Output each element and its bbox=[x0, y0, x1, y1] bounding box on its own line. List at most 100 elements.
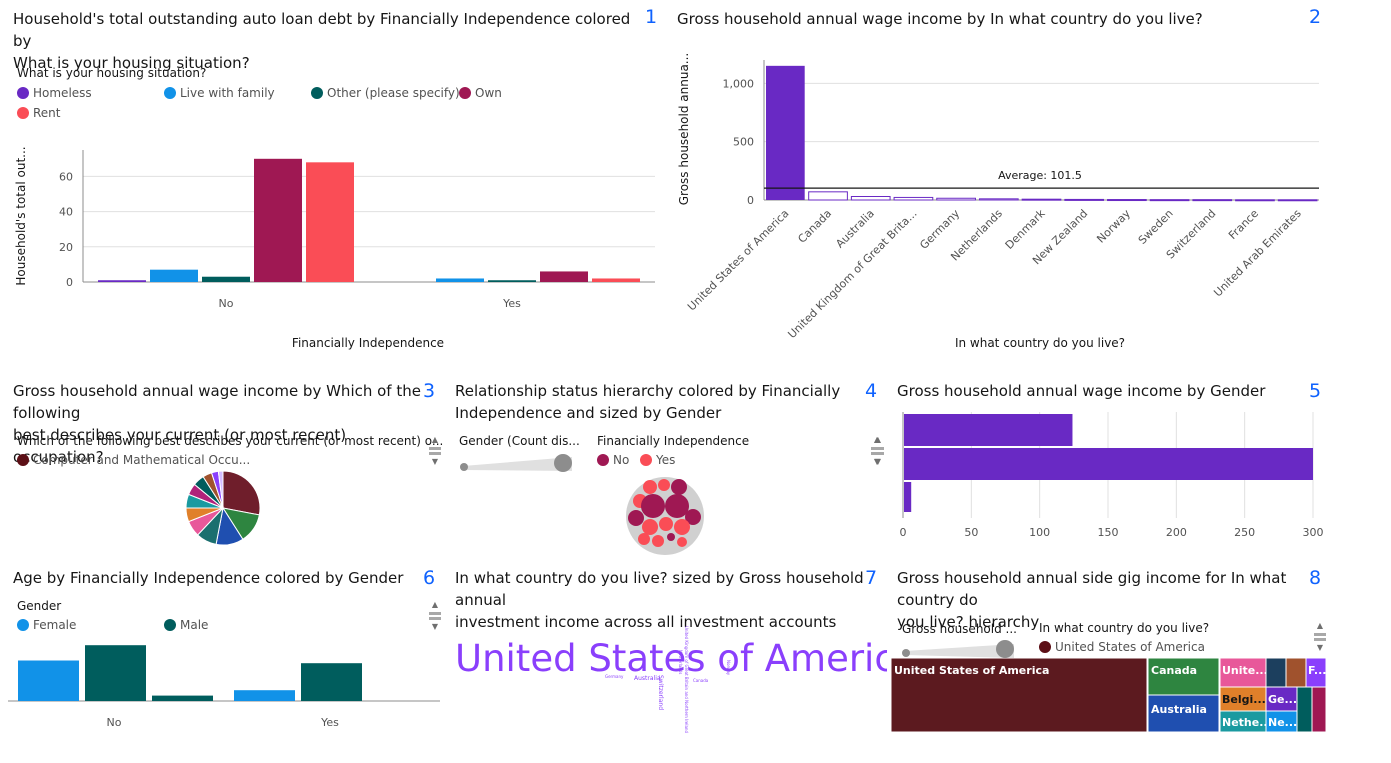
legend-title: In what country do you live? bbox=[1039, 621, 1210, 635]
chart-1-svg: 0 20 40 60 No Yes Financially Independence Hous… bbox=[14, 146, 655, 350]
x-tick-label: Norway bbox=[1094, 207, 1133, 246]
panel-2-number: 2 bbox=[1309, 6, 1322, 28]
x-tick-label: 0 bbox=[900, 526, 907, 539]
svg-text:Belgi...: Belgi... bbox=[1222, 693, 1266, 706]
legend-item-live-with-family[interactable]: Live with family bbox=[164, 86, 275, 100]
bubble bbox=[652, 535, 664, 547]
panel-5-number: 5 bbox=[1309, 380, 1322, 402]
x-tick-label: France bbox=[1226, 207, 1261, 242]
bar bbox=[936, 197, 976, 201]
x-tick-label: 150 bbox=[1098, 526, 1119, 539]
bar bbox=[1149, 199, 1190, 202]
panel-1-title: Household's total outstanding auto loan … bbox=[13, 10, 631, 72]
slider-label: Gross household ... bbox=[902, 622, 1017, 636]
word-small: Canada bbox=[693, 678, 709, 683]
bubble bbox=[665, 494, 689, 518]
bubble bbox=[677, 537, 687, 547]
panel-6-number: 6 bbox=[423, 567, 436, 589]
panel-1-number: 1 bbox=[645, 6, 658, 28]
legend-item-other[interactable]: Other (please specify) bbox=[311, 86, 460, 100]
word-small: United Kingdom of Great Britain and Nort… bbox=[684, 626, 689, 733]
bubble bbox=[638, 533, 650, 545]
legend-scrollbar[interactable]: ▲ ▼ bbox=[428, 600, 442, 632]
legend-title: Financially Independence bbox=[597, 434, 750, 448]
size-slider[interactable] bbox=[457, 451, 582, 475]
bar bbox=[904, 448, 1313, 480]
panel-8: Gross household annual side gig income f… bbox=[887, 565, 1330, 760]
tile-ne: Ne... bbox=[1265, 710, 1298, 733]
x-tick-label: Australia bbox=[833, 207, 877, 251]
svg-text:Australia: Australia bbox=[1151, 703, 1207, 716]
x-tick-label: Germany bbox=[917, 207, 962, 252]
bar bbox=[234, 690, 295, 701]
tile-f: F... bbox=[1305, 658, 1327, 688]
x-tick-label: 100 bbox=[1029, 526, 1050, 539]
x-tick-label: No bbox=[219, 297, 234, 310]
legend-item-male[interactable]: Male bbox=[164, 618, 208, 632]
chart-5-svg: 0 50 100 150 200 250 300 bbox=[900, 412, 1324, 539]
bar bbox=[150, 269, 198, 282]
legend-scrollbar[interactable]: ▲ ▼ bbox=[1313, 621, 1327, 653]
panel-5-title: Gross household annual wage income by Ge… bbox=[897, 382, 1266, 400]
chart-3-pie bbox=[185, 470, 261, 546]
tile-australia: Australia bbox=[1147, 694, 1220, 733]
bubble bbox=[674, 519, 690, 535]
panel-4: Relationship status hierarchy colored by… bbox=[445, 375, 887, 555]
x-tick-label: Denmark bbox=[1003, 206, 1048, 251]
bar bbox=[1235, 199, 1275, 202]
tile-canada: Canada bbox=[1147, 658, 1220, 696]
panel-3-number: 3 bbox=[423, 380, 436, 402]
x-tick-label: Canada bbox=[795, 207, 834, 246]
bar bbox=[202, 276, 250, 282]
y-axis-label: Household's total out... bbox=[14, 146, 28, 285]
tile-ge: Ge... bbox=[1265, 686, 1298, 712]
legend-item-rent[interactable]: Rent bbox=[17, 106, 61, 120]
legend-item-own[interactable]: Own bbox=[459, 86, 502, 100]
legend-item-usa[interactable]: United States of America bbox=[1039, 640, 1205, 654]
bubble-pack bbox=[626, 477, 704, 555]
tile-nethe: Nethe... bbox=[1219, 710, 1272, 733]
y-axis-label: Gross household annua... bbox=[677, 53, 691, 206]
bar bbox=[592, 278, 640, 282]
x-tick-label: Yes bbox=[320, 716, 339, 729]
panel-8-title: Gross household annual side gig income f… bbox=[897, 569, 1287, 631]
x-tick-label: 300 bbox=[1303, 526, 1324, 539]
legend-item-computer[interactable]: Computer and Mathematical Occu... bbox=[17, 453, 250, 467]
chart-scrollbar[interactable]: ▲ ▼ bbox=[871, 435, 885, 467]
y-tick-label: 40 bbox=[59, 206, 73, 219]
svg-text:F...: F... bbox=[1308, 664, 1326, 677]
bar bbox=[540, 271, 588, 282]
bar bbox=[85, 645, 146, 701]
y-tick-label: 20 bbox=[59, 241, 73, 254]
bubble bbox=[641, 494, 665, 518]
y-tick-label: 0 bbox=[747, 194, 754, 207]
legend-item-homeless[interactable]: Homeless bbox=[17, 86, 92, 100]
svg-text:Canada: Canada bbox=[1151, 664, 1197, 677]
legend-item-yes[interactable]: Yes bbox=[640, 453, 675, 467]
panel-4-number: 4 bbox=[865, 380, 878, 402]
tile-usa: United States of America bbox=[891, 658, 1148, 733]
svg-text:Ne...: Ne... bbox=[1268, 716, 1297, 729]
panel-6-title: Age by Financially Independence colored … bbox=[13, 569, 404, 587]
legend-scrollbar[interactable]: ▲ ▼ bbox=[428, 435, 442, 467]
panel-2: Gross household annual wage income by In… bbox=[665, 0, 1330, 365]
bar bbox=[978, 198, 1019, 201]
word-small: Netherlands bbox=[678, 650, 683, 674]
x-tick-label: Sweden bbox=[1136, 207, 1176, 247]
svg-text:Nethe...: Nethe... bbox=[1222, 716, 1272, 729]
legend-item-no[interactable]: No bbox=[597, 453, 629, 467]
x-tick-label: 250 bbox=[1234, 526, 1255, 539]
bar bbox=[1277, 199, 1318, 202]
average-label: Average: 101.5 bbox=[998, 169, 1082, 182]
bubble bbox=[643, 480, 657, 494]
x-axis-label: Financially Independence bbox=[292, 336, 444, 350]
y-tick-label: 60 bbox=[59, 170, 73, 183]
svg-text:Ge...: Ge... bbox=[1268, 693, 1297, 706]
panel-3-title: Gross household annual wage income by Wh… bbox=[13, 382, 421, 466]
size-slider[interactable] bbox=[899, 639, 1024, 659]
bar bbox=[850, 196, 891, 201]
bar bbox=[98, 280, 146, 282]
panel-2-title: Gross household annual wage income by In… bbox=[677, 10, 1203, 28]
legend-item-female[interactable]: Female bbox=[17, 618, 76, 632]
